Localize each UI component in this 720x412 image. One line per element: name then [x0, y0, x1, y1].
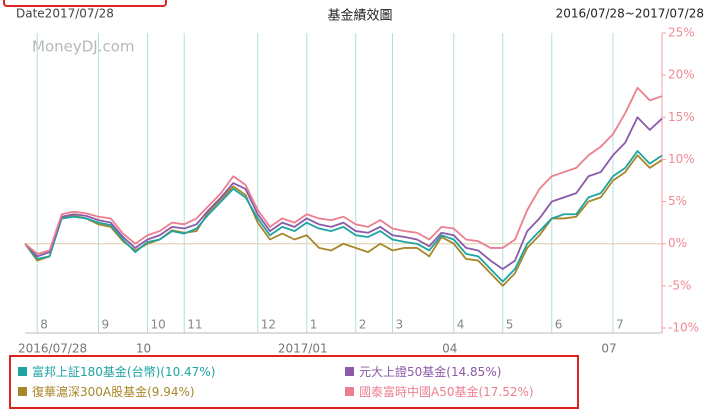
- y-tick-label: 25%: [668, 26, 695, 40]
- range-label: 2016/07/28~2017/07/28: [556, 7, 704, 21]
- legend-box: [9, 355, 579, 409]
- x-tick-label: 12: [261, 318, 276, 332]
- x-major-label: 10: [136, 342, 151, 356]
- legend-swatch: [18, 367, 27, 376]
- x-tick-label: 8: [40, 318, 48, 332]
- legend-entry: 富邦上証180基金(台幣)(10.47%): [32, 364, 215, 379]
- y-tick-label: -5%: [668, 278, 691, 292]
- y-tick-label: 0%: [668, 236, 687, 250]
- legend-swatch: [345, 387, 354, 396]
- legend-name: 復華滬深300A股基金: [32, 384, 147, 399]
- legend-name: 富邦上証180基金(台幣): [32, 364, 160, 379]
- x-tick-label: 6: [555, 318, 563, 332]
- y-tick-label: 10%: [668, 152, 695, 166]
- legend-name: 國泰富時中國A50基金: [359, 384, 478, 399]
- x-tick-label: 2: [359, 318, 367, 332]
- y-tick-label: 15%: [668, 110, 695, 124]
- legend-entry: 元大上證50基金(14.85%): [359, 364, 501, 379]
- legend-name: 元大上證50基金: [359, 364, 446, 379]
- y-tick-label: 20%: [668, 68, 695, 82]
- x-tick-label: 5: [506, 318, 514, 332]
- x-major-label: 04: [442, 342, 457, 356]
- legend-swatch: [345, 367, 354, 376]
- x-tick-label: 7: [616, 318, 624, 332]
- chart-title: 基金績效圖: [327, 8, 392, 24]
- x-tick-label: 1: [310, 318, 318, 332]
- watermark: MoneyDJ.com: [32, 38, 135, 56]
- legend-value: (17.52%): [478, 385, 533, 399]
- series-line: [24, 150, 663, 283]
- legend-entry: 國泰富時中國A50基金(17.52%): [359, 384, 534, 399]
- series-line: [24, 86, 663, 255]
- legend-value: (9.94%): [147, 385, 194, 399]
- x-tick-label: 9: [102, 318, 110, 332]
- y-tick-label: 5%: [668, 194, 687, 208]
- x-major-label: 2017/01: [278, 342, 328, 356]
- y-tick-label: -10%: [668, 321, 699, 335]
- legend-swatch: [18, 387, 27, 396]
- legend-value: (14.85%): [446, 365, 501, 379]
- tab-outline: [3, 0, 167, 7]
- date-label: Date2017/07/28: [16, 7, 114, 21]
- x-tick-label: 10: [151, 318, 166, 332]
- legend-entry: 復華滬深300A股基金(9.94%): [32, 384, 195, 399]
- x-tick-label: 11: [187, 318, 202, 332]
- x-major-label: 07: [601, 342, 616, 356]
- legend-value: (10.47%): [160, 365, 215, 379]
- x-tick-label: 3: [396, 318, 404, 332]
- series-line: [24, 154, 663, 287]
- series-line: [24, 116, 663, 270]
- x-major-label: 2016/07/28: [18, 342, 87, 356]
- x-tick-label: 4: [457, 318, 465, 332]
